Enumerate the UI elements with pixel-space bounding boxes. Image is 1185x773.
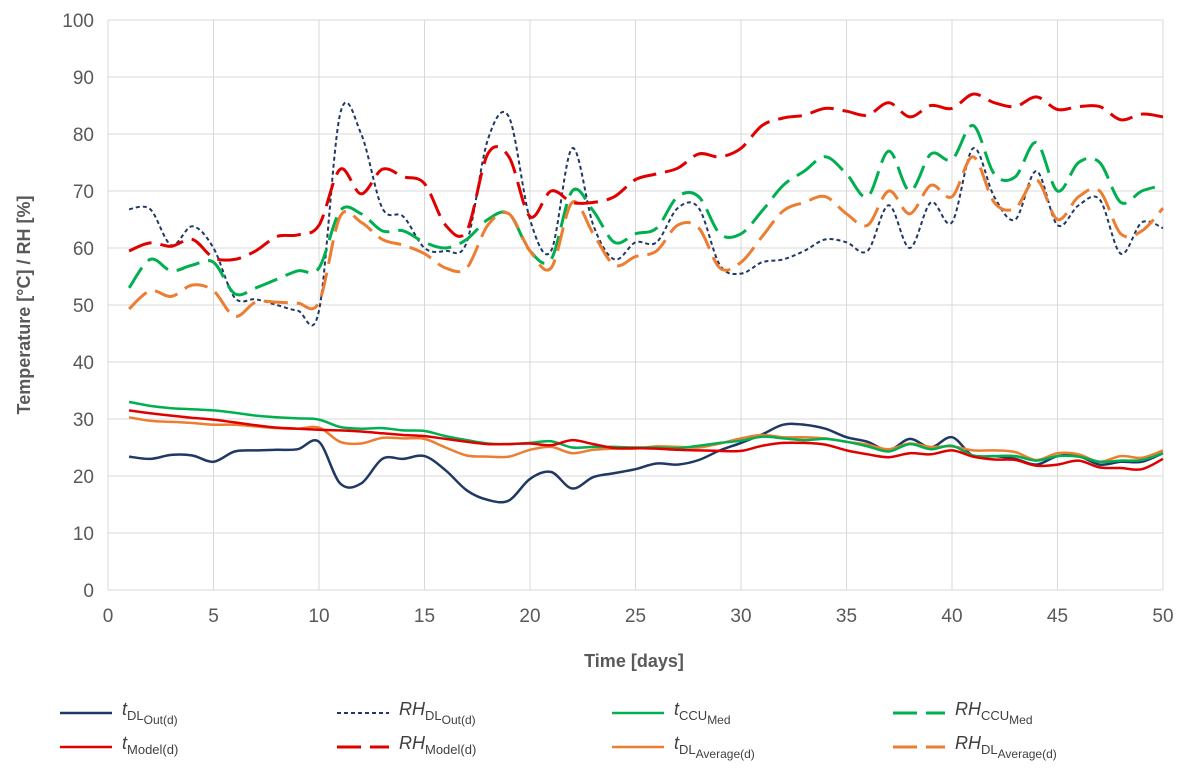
y-tick-label: 50 (73, 296, 94, 317)
x-tick-label: 25 (625, 606, 646, 627)
x-tick-label: 10 (308, 606, 329, 627)
legend-entry: RHModel(d) (337, 733, 476, 757)
legend-entry: RHDLAverage(d) (893, 733, 1057, 761)
series-line-2 (128, 400, 1164, 464)
legend: tDLOut(d) RHDLOut(d) tCCUMed RHCCUMed tModel… (60, 699, 1057, 761)
x-tick-label: 45 (1047, 606, 1068, 627)
legend-entry: RHCCUMed (893, 699, 1033, 727)
x-tick-label: 40 (941, 606, 962, 627)
legend-label: RHModel(d) (399, 733, 476, 757)
x-axis-title: Time [days] (584, 651, 684, 671)
gridlines (107, 19, 1164, 591)
x-tick-label: 0 (103, 606, 114, 627)
y-axis-title: Temperature [°C] / RH [%] (14, 196, 34, 415)
x-tick-label: 30 (730, 606, 751, 627)
series-line-0 (128, 422, 1164, 504)
series-line-7 (128, 155, 1165, 318)
series-line-3 (127, 124, 1164, 297)
axes: Time [days] Temperature [°C] / RH [%] 0 1… (14, 11, 1174, 671)
legend-entry: tDLOut(d) (60, 699, 178, 727)
legend-entry: tModel(d) (60, 733, 178, 757)
y-tick-label: 100 (62, 11, 94, 32)
x-tick-label: 35 (836, 606, 857, 627)
legend-label: RHDLOut(d) (399, 699, 476, 727)
legend-entry: tDLAverage(d) (612, 733, 755, 761)
x-tick-label: 15 (414, 606, 435, 627)
series-line-1 (128, 101, 1164, 327)
y-tick-label: 30 (73, 410, 94, 431)
y-tick-label: 90 (73, 68, 94, 89)
legend-label: tDLOut(d) (122, 699, 178, 727)
legend-entry: tCCUMed (612, 699, 731, 727)
series-layer (127, 92, 1165, 504)
series-line-4 (128, 409, 1164, 471)
y-tick-label: 80 (73, 125, 94, 146)
legend-label: tCCUMed (674, 699, 731, 727)
series-line-5 (128, 92, 1164, 262)
legend-label: RHDLAverage(d) (955, 733, 1057, 761)
y-tick-label: 70 (73, 182, 94, 203)
x-tick-label: 50 (1152, 606, 1173, 627)
y-tick-label: 0 (83, 581, 94, 602)
y-tick-label: 40 (73, 353, 94, 374)
legend-label: tModel(d) (122, 733, 178, 757)
legend-entry: RHDLOut(d) (337, 699, 476, 727)
x-tick-label: 20 (519, 606, 540, 627)
y-tick-label: 10 (73, 524, 94, 545)
y-tick-label: 60 (73, 239, 94, 260)
legend-label: RHCCUMed (955, 699, 1033, 727)
x-tick-label: 5 (208, 606, 219, 627)
y-tick-label: 20 (73, 467, 94, 488)
legend-label: tDLAverage(d) (674, 733, 755, 761)
